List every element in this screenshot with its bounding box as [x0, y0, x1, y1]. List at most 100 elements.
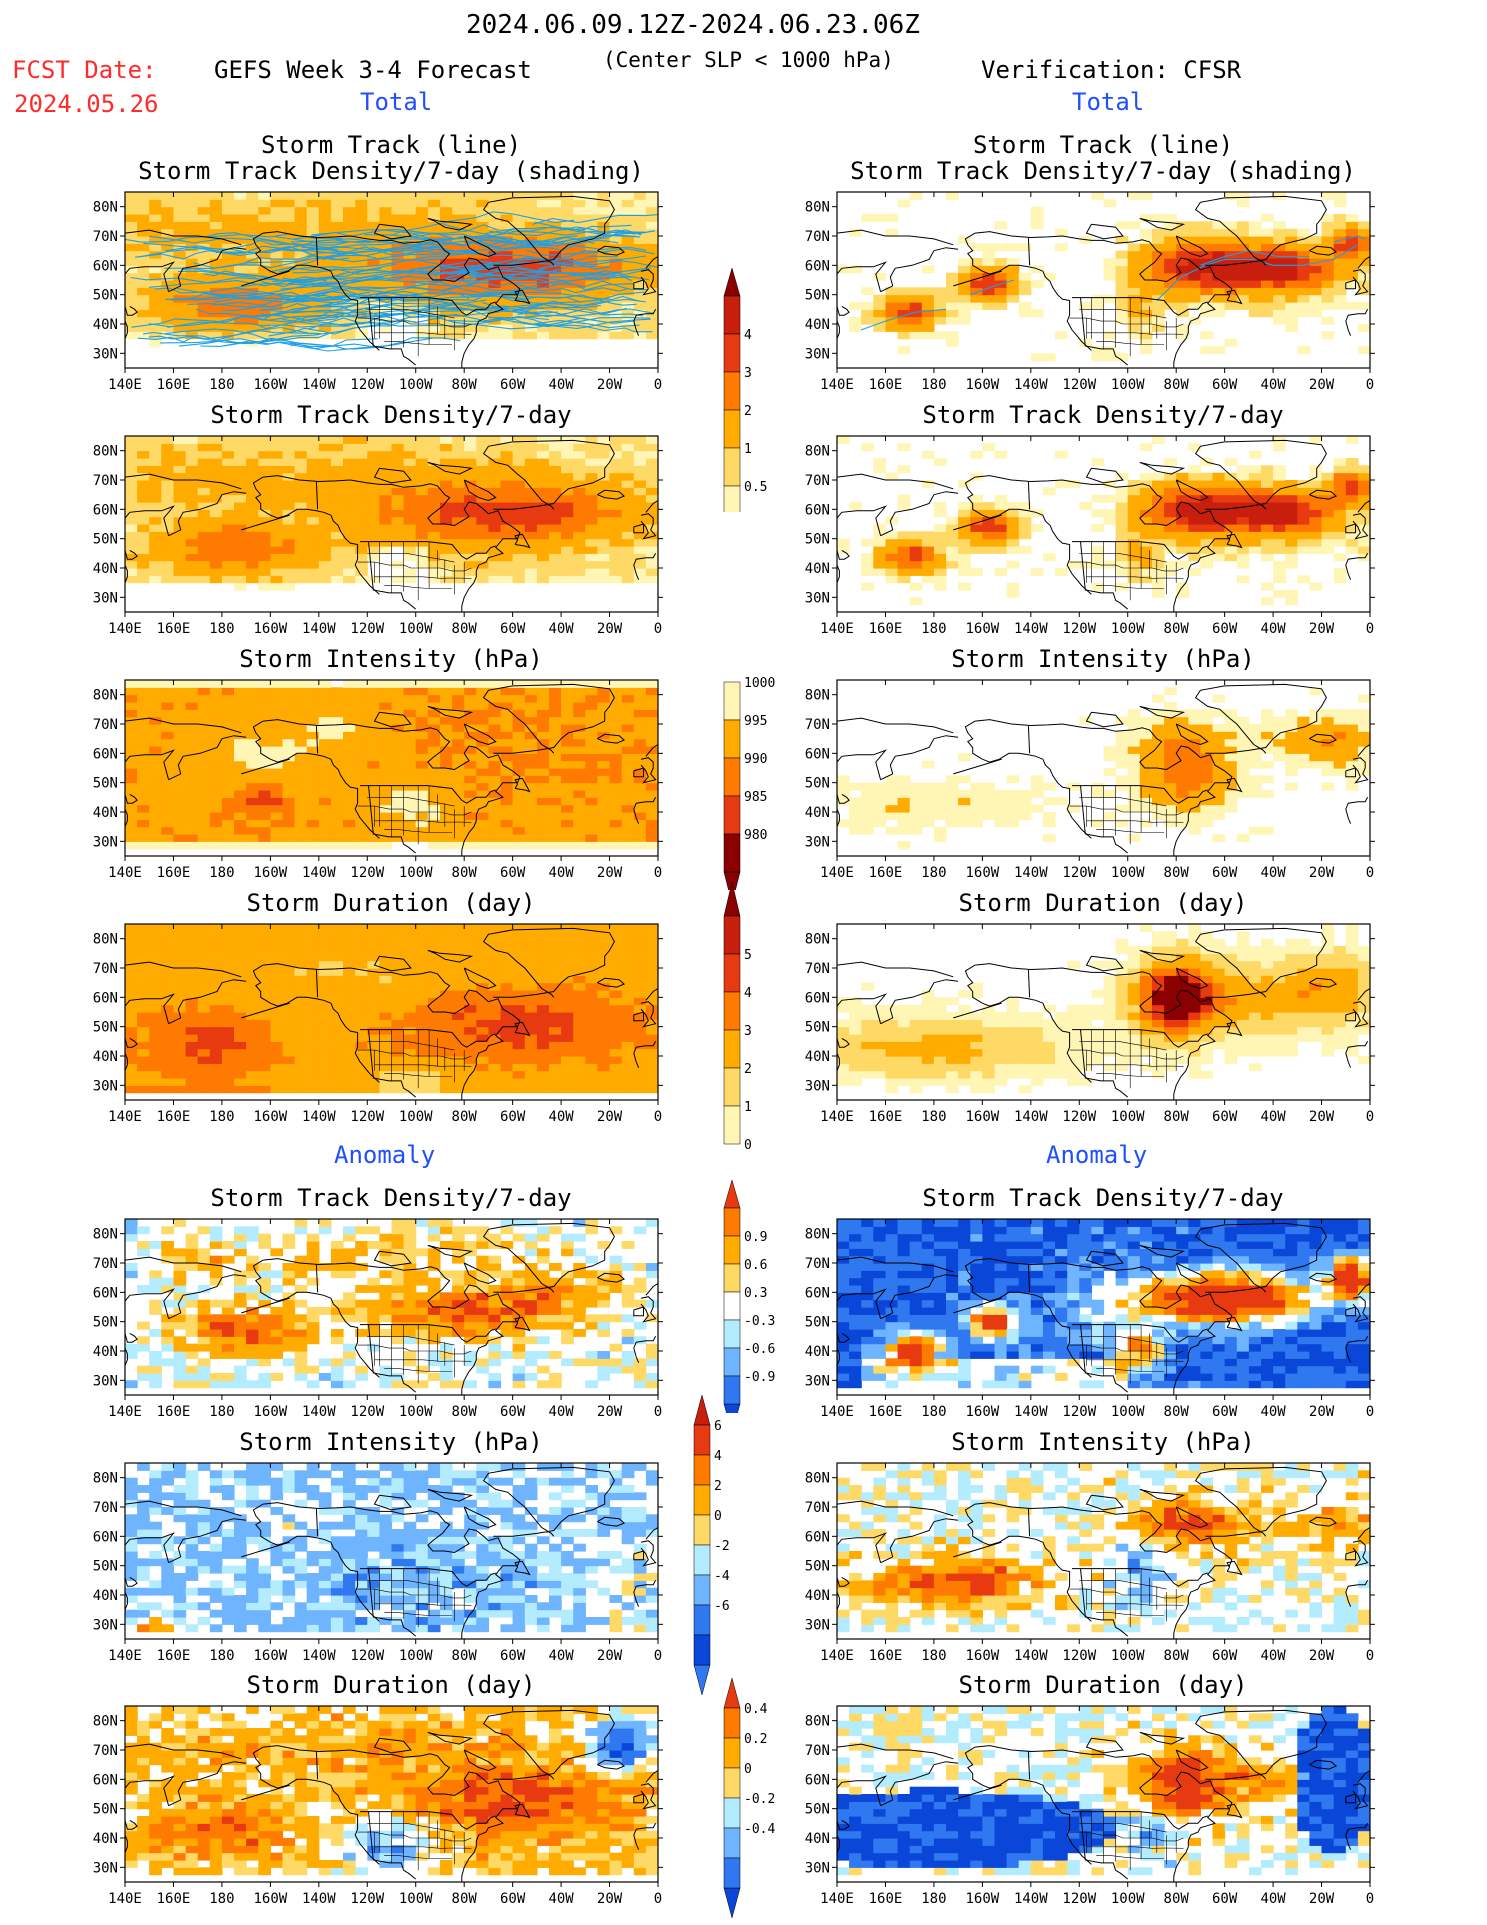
coastline: [953, 514, 1002, 531]
grid-cell: [209, 450, 223, 459]
coastline: [482, 195, 615, 266]
grid-cell: [270, 487, 284, 496]
grid-cell: [849, 265, 862, 274]
grid-cell: [221, 968, 235, 976]
grid-cell: [1127, 524, 1141, 532]
grid-cell: [1273, 302, 1286, 310]
grid-cell: [524, 687, 538, 696]
grid-cell: [221, 206, 235, 215]
grid-cell: [318, 250, 332, 259]
grid-cell: [234, 214, 247, 222]
grid-cell: [282, 250, 296, 259]
grid-cell: [1248, 753, 1262, 762]
grid-cell: [1333, 487, 1347, 496]
grid-cell: [282, 1012, 296, 1020]
grid-cell: [621, 546, 635, 554]
grid-cell: [512, 812, 526, 820]
grid-cell: [621, 702, 635, 710]
grid-cell: [258, 1078, 271, 1086]
grid-cell: [1042, 819, 1056, 828]
grid-cell: [161, 782, 174, 791]
grid-cell: [415, 502, 429, 510]
grid-cell: [1188, 804, 1201, 813]
grid-cell: [524, 797, 538, 806]
grid-cell: [849, 782, 862, 791]
grid-cell: [318, 702, 332, 710]
grid-cell: [427, 812, 441, 820]
grid-cell: [379, 819, 393, 828]
lat-tick-label: 50N: [93, 288, 118, 304]
grid-cell: [1164, 487, 1177, 496]
grid-cell: [318, 834, 332, 842]
grid-cell: [294, 753, 308, 762]
grid-cell: [318, 294, 332, 303]
grid-cell: [1091, 302, 1105, 310]
grid-cell: [1236, 192, 1250, 200]
grid-cell: [1164, 790, 1177, 798]
grid-cell: [849, 812, 862, 820]
grid-cell: [270, 553, 284, 562]
grid-cell: [137, 1078, 150, 1086]
grid-cell: [234, 946, 247, 954]
grid-cell: [391, 450, 405, 459]
lon-tick-label: 20W: [597, 377, 623, 393]
grid-cell: [1152, 546, 1165, 554]
grid-cell: [1139, 192, 1153, 200]
map-panel-vf-intensity: 140E 160E 180 160W 140W 120W 100W 80W 60W 40W 20W 0…: [805, 679, 1375, 881]
grid-cell: [318, 975, 332, 984]
grid-cell: [1139, 768, 1153, 776]
grid-cell: [306, 236, 320, 244]
grid-cell: [258, 443, 271, 452]
coastline: [514, 533, 531, 549]
grid-cell: [173, 746, 187, 754]
grid-cell: [379, 450, 393, 459]
grid-cell: [1067, 782, 1080, 791]
grid-cell: [500, 331, 514, 340]
grid-cell: [270, 982, 284, 991]
grid-cell: [391, 206, 405, 215]
grid-cell: [330, 924, 344, 932]
lon-tick-label: 0: [654, 865, 662, 881]
grid-cell: [488, 538, 502, 547]
grid-cell: [125, 724, 138, 732]
grid-cell: [306, 1012, 320, 1020]
coastline: [1139, 705, 1186, 719]
grid-cell: [221, 243, 235, 252]
map-frame: [836, 435, 1371, 613]
grid-cell: [343, 1034, 356, 1042]
grid-cell: [1309, 760, 1323, 769]
grid-cell: [1139, 760, 1153, 769]
grid-cell: [379, 731, 393, 740]
grid-cell: [464, 192, 477, 200]
grid-cell: [161, 760, 174, 769]
grid-cell: [982, 790, 996, 798]
grid-cell: [294, 768, 308, 776]
grid-cell: [1103, 753, 1117, 762]
grid-cell: [452, 546, 465, 554]
grid-cell: [355, 768, 368, 776]
grid-cell: [488, 331, 502, 340]
grid-cell: [476, 302, 489, 310]
grid-cell: [573, 687, 586, 696]
grid-cell: [415, 731, 429, 740]
grid-cell: [633, 331, 647, 340]
grid-cell: [597, 472, 611, 481]
grid-cell: [549, 568, 562, 576]
grid-cell: [197, 1048, 211, 1057]
grid-cell: [873, 782, 886, 791]
grid-cell: [1248, 826, 1262, 835]
grid-cell: [512, 746, 526, 754]
grid-cell: [270, 450, 284, 459]
grid-cell: [909, 546, 923, 554]
grid-cell: [306, 782, 320, 791]
grid-cell: [885, 568, 899, 576]
grid-cell: [1224, 509, 1238, 518]
grid-cell: [221, 546, 235, 554]
grid-cell: [246, 724, 259, 732]
grid-cell: [982, 502, 996, 510]
grid-cell: [933, 458, 947, 466]
grid-cell: [149, 768, 162, 776]
grid-cell: [909, 324, 923, 332]
grid-cell: [873, 465, 886, 474]
grid-cell: [125, 568, 138, 576]
